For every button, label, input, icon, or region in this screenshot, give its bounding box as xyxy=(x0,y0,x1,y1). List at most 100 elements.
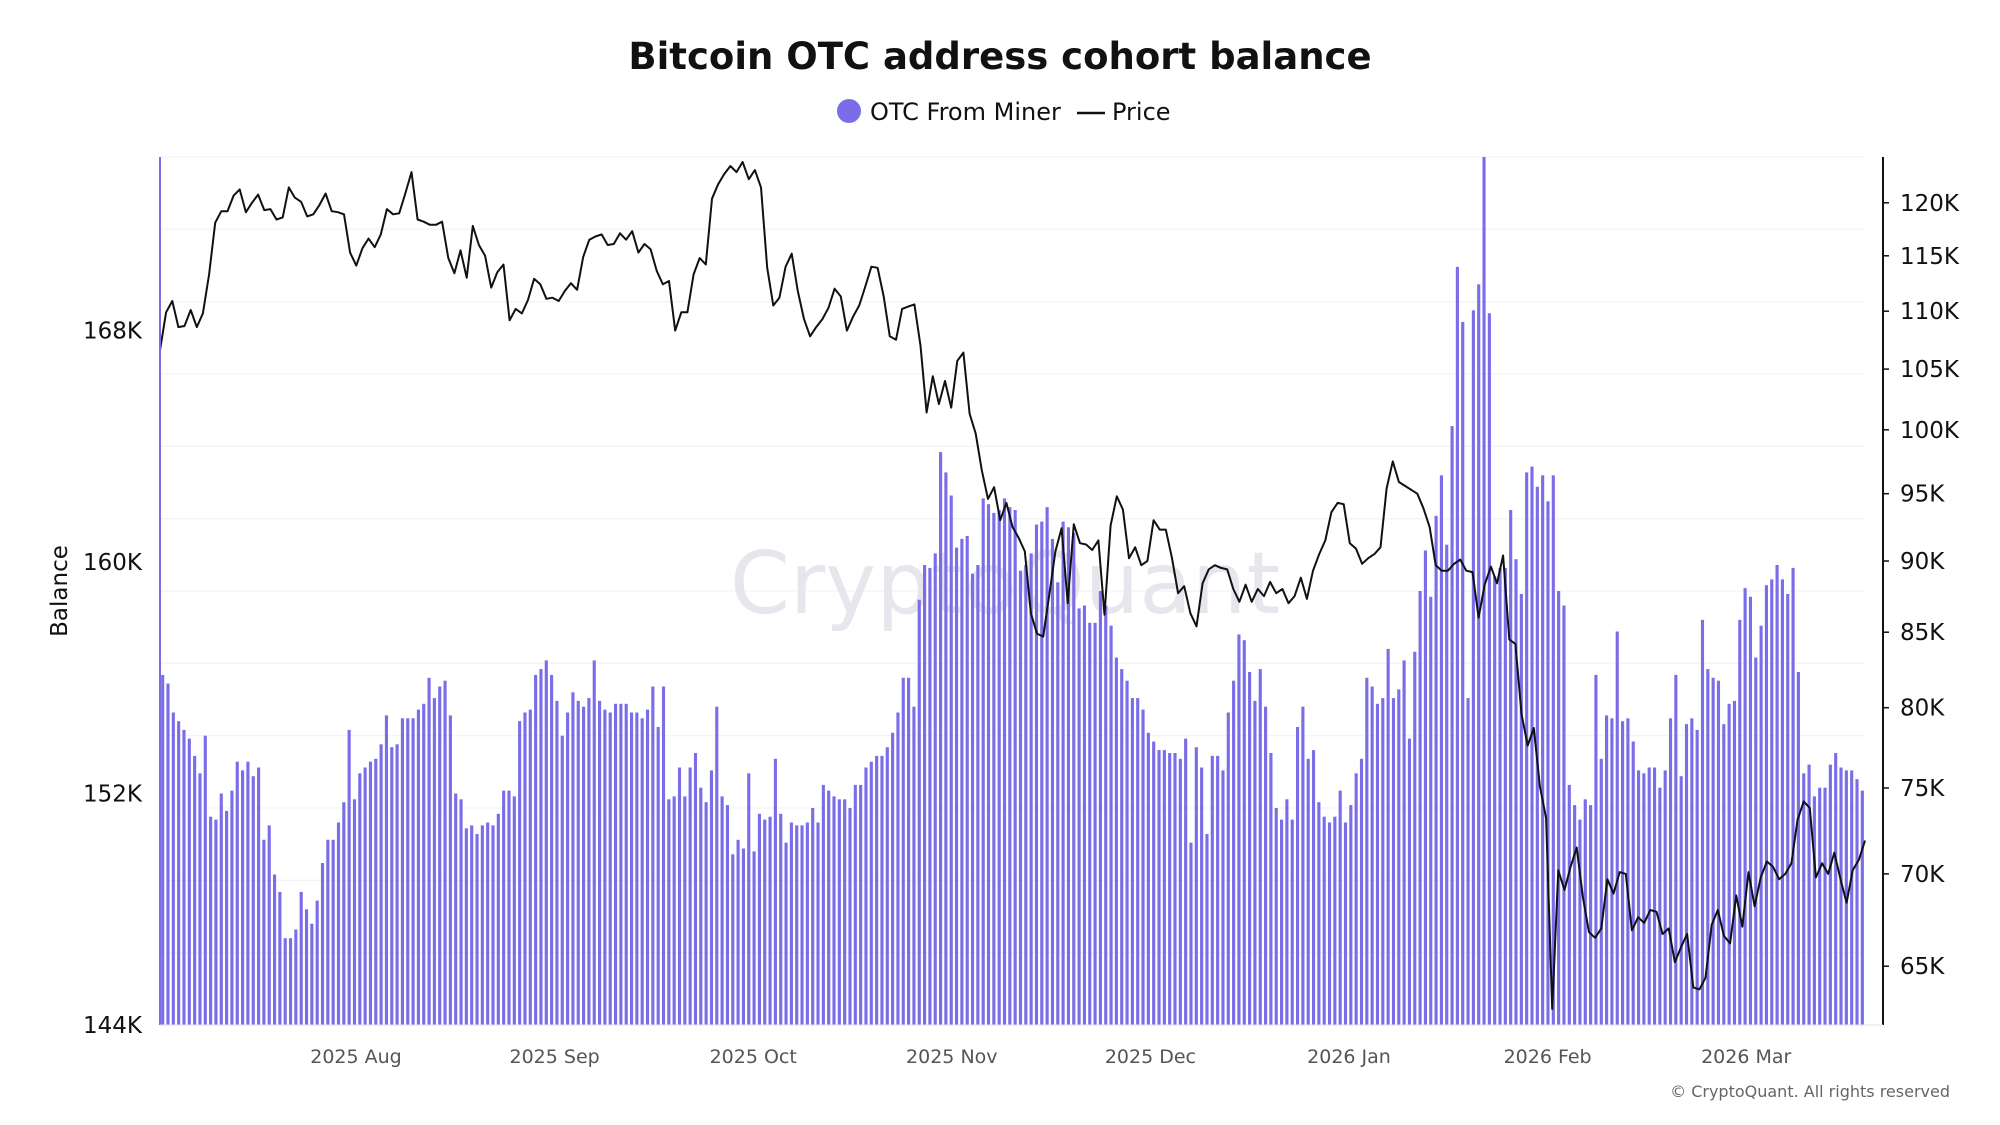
bar xyxy=(1658,787,1662,1025)
bar xyxy=(1780,579,1784,1025)
bar xyxy=(1248,672,1252,1025)
bar xyxy=(1834,753,1838,1025)
bar xyxy=(949,495,953,1025)
bar xyxy=(294,929,298,1025)
bar xyxy=(1722,724,1726,1025)
bar xyxy=(1034,524,1039,1025)
bar xyxy=(1738,619,1742,1025)
bar xyxy=(1104,605,1108,1025)
bar xyxy=(1466,698,1470,1025)
bar xyxy=(795,825,799,1025)
legend-label-price[interactable]: Price xyxy=(1112,98,1171,126)
bar xyxy=(464,828,468,1025)
bar xyxy=(438,686,442,1025)
bar xyxy=(539,669,543,1025)
right-axis-tick-label: 70K xyxy=(1900,862,1945,888)
bar xyxy=(875,755,879,1025)
bar xyxy=(1493,576,1497,1025)
bar xyxy=(715,706,719,1025)
bar xyxy=(299,891,303,1025)
bar xyxy=(1040,521,1044,1025)
bar xyxy=(1354,773,1358,1025)
bar xyxy=(363,767,367,1025)
bar xyxy=(1098,591,1102,1025)
bar xyxy=(1631,741,1635,1025)
bar xyxy=(1455,266,1459,1025)
bar xyxy=(970,573,975,1025)
bar xyxy=(411,718,415,1025)
bar xyxy=(608,712,612,1025)
bar xyxy=(1748,596,1753,1025)
bar xyxy=(688,767,692,1025)
bar xyxy=(230,790,234,1025)
bar xyxy=(177,721,181,1025)
bar xyxy=(1232,680,1236,1025)
bar xyxy=(1072,533,1076,1025)
bar xyxy=(816,822,820,1025)
bar xyxy=(1168,753,1172,1025)
bar xyxy=(272,874,277,1025)
bar xyxy=(1061,521,1065,1025)
bar xyxy=(1477,284,1481,1025)
bar xyxy=(1088,622,1092,1025)
bar xyxy=(1306,758,1310,1025)
bar xyxy=(507,790,511,1025)
bar xyxy=(1045,507,1049,1026)
bar xyxy=(512,796,516,1025)
bar xyxy=(336,822,341,1025)
bar xyxy=(459,799,463,1025)
bar xyxy=(566,712,570,1025)
bar xyxy=(161,674,165,1025)
bar xyxy=(1194,747,1198,1025)
right-axis-tick-label: 115K xyxy=(1900,244,1960,270)
bar xyxy=(214,819,218,1025)
bar xyxy=(1461,321,1465,1025)
bar xyxy=(923,565,927,1025)
bar xyxy=(347,729,351,1025)
bar xyxy=(800,825,804,1025)
bar xyxy=(1120,669,1124,1025)
x-axis-tick-label: 2026 Jan xyxy=(1307,1046,1391,1068)
bar xyxy=(379,744,383,1025)
bar xyxy=(773,758,777,1025)
bar xyxy=(731,854,735,1025)
bar xyxy=(352,799,357,1025)
bar xyxy=(619,703,623,1025)
bar xyxy=(182,729,186,1025)
bar xyxy=(241,770,245,1025)
bar xyxy=(1407,738,1412,1025)
bar xyxy=(1391,698,1396,1025)
bar xyxy=(640,718,644,1025)
bar xyxy=(576,700,580,1025)
bar xyxy=(1013,510,1017,1025)
bar xyxy=(278,891,282,1025)
right-axis-tick-label: 100K xyxy=(1900,418,1960,444)
bar xyxy=(1125,680,1129,1025)
bar xyxy=(416,709,420,1025)
bar xyxy=(1109,625,1113,1025)
bar xyxy=(1402,660,1406,1025)
legend-label-otc-from-miner[interactable]: OTC From Miner xyxy=(870,98,1061,126)
bar xyxy=(1258,669,1262,1025)
bar xyxy=(896,712,900,1025)
line-series-price xyxy=(159,161,1866,1010)
bar xyxy=(869,761,873,1025)
left-axis-tick-label: 160K xyxy=(83,550,143,576)
bar xyxy=(1802,773,1806,1025)
bar xyxy=(1546,501,1550,1025)
bar xyxy=(954,547,959,1025)
bar xyxy=(699,787,703,1025)
bar xyxy=(1711,677,1715,1025)
bar xyxy=(1818,787,1822,1025)
bar xyxy=(960,538,964,1025)
bar xyxy=(209,816,213,1025)
bar xyxy=(571,692,575,1025)
bar xyxy=(1280,819,1284,1025)
bar xyxy=(901,677,905,1025)
bar xyxy=(1178,758,1182,1025)
bar xyxy=(677,767,682,1025)
bar xyxy=(827,790,831,1025)
bar xyxy=(315,900,319,1025)
bar xyxy=(523,712,527,1025)
bar xyxy=(1754,657,1758,1025)
